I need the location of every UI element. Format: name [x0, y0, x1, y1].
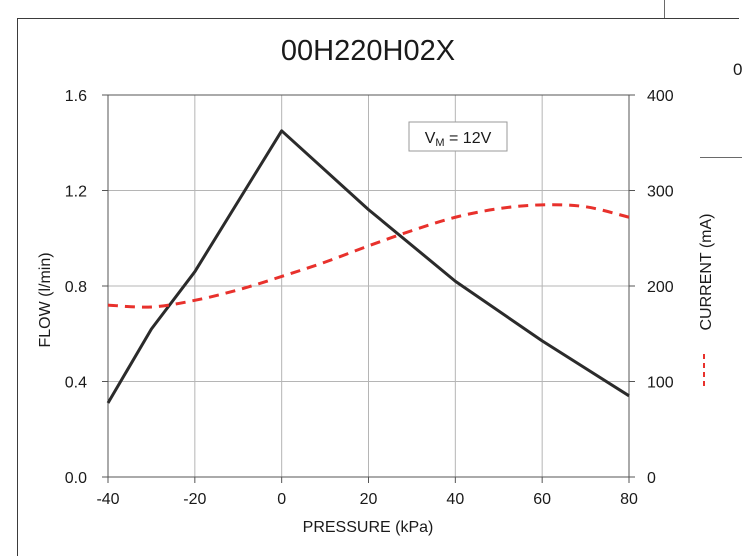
vm-annotation-rest: = 12V — [445, 130, 492, 147]
x-tick-label: -40 — [96, 491, 119, 508]
grid — [107, 94, 630, 478]
series-flow-line — [106, 129, 630, 404]
x-tick-label: 20 — [360, 491, 378, 508]
y-tick-label: 0.0 — [65, 470, 87, 487]
series-current-line — [107, 203, 630, 309]
vm-annotation-main: V — [425, 130, 436, 147]
y-tick-label: 0.8 — [65, 279, 87, 296]
y2-axis-label: CURRENT (mA) — [698, 213, 715, 330]
series-layer — [106, 129, 630, 404]
y-tick-label: 1.2 — [65, 184, 87, 201]
edge-line — [664, 0, 665, 18]
y2-tick-label: 200 — [647, 279, 674, 296]
vm-annotation-sub: M — [435, 137, 444, 149]
ticks-layer: -40 -20 0 20 40 60 80 0.0 0.4 0.8 1.2 1.6 0 100 200 300… — [65, 88, 674, 508]
y2-tick-label: 400 — [647, 88, 674, 105]
x-tick-label: -20 — [183, 491, 206, 508]
y-tick-label: 1.6 — [65, 88, 87, 105]
vm-annotation-text: VM = 12V — [425, 130, 492, 149]
y2-tick-label: 300 — [647, 184, 674, 201]
x-axis-label: PRESSURE (kPa) — [303, 519, 434, 536]
y-axis-label: FLOW (l/min) — [37, 252, 54, 347]
x-tick-label: 40 — [446, 491, 464, 508]
edge-line — [700, 157, 742, 158]
x-tick-label: 80 — [620, 491, 638, 508]
y2-tick-label: 0 — [647, 470, 656, 487]
y2-tick-label: 100 — [647, 375, 674, 392]
vm-annotation: VM = 12V — [408, 121, 508, 152]
x-tick-label: 60 — [533, 491, 551, 508]
vm-annotation-box — [408, 121, 508, 152]
stray-glyph: 0 — [733, 60, 742, 79]
x-tick-label: 0 — [277, 491, 286, 508]
y-tick-label: 0.4 — [65, 375, 87, 392]
figure-frame — [17, 18, 739, 556]
chart-title: 00H220H02X — [281, 35, 455, 67]
